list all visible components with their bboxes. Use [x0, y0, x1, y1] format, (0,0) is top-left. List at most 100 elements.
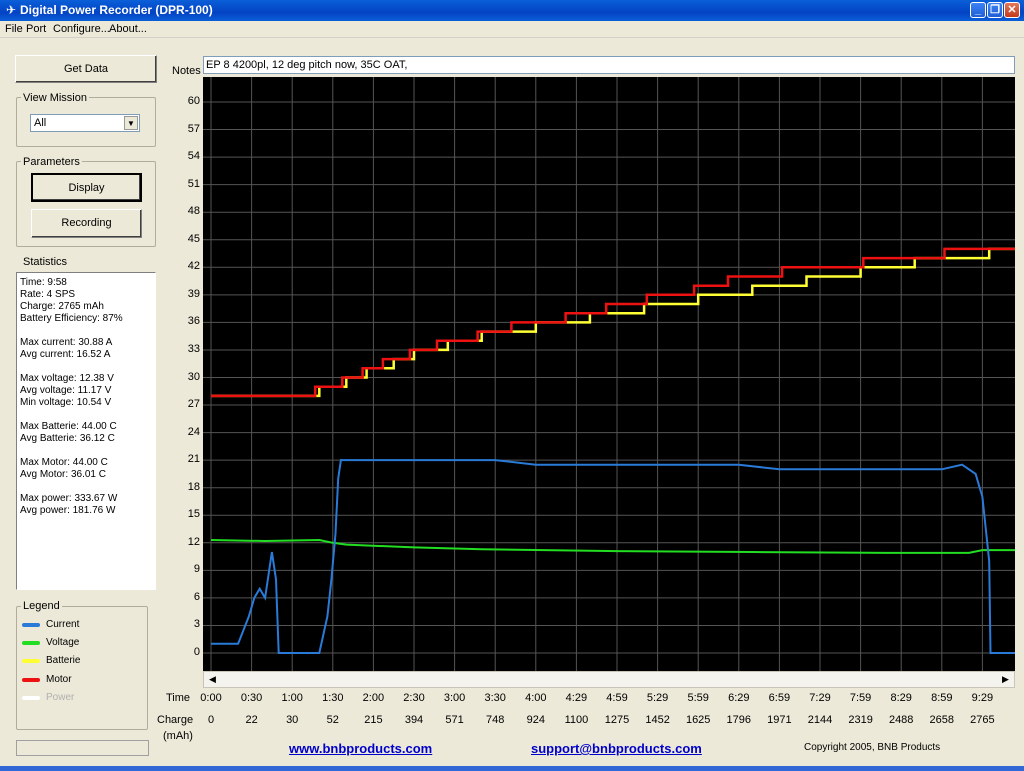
x-time-tick-label: 3:30 — [484, 692, 506, 704]
x-charge-tick-label: 22 — [245, 714, 258, 726]
notes-label: Notes — [172, 65, 201, 77]
display-button[interactable]: Display — [31, 173, 142, 202]
copyright-text: Copyright 2005, BNB Products — [804, 742, 941, 753]
stat-avg-power: Avg power: 181.76 W — [20, 505, 116, 516]
menu-file[interactable]: File — [5, 23, 23, 35]
website-link[interactable]: www.bnbproducts.com — [289, 741, 433, 756]
x-charge-tick-label: 52 — [326, 714, 339, 726]
y-tick-label: 51 — [187, 177, 200, 190]
x-time-tick-label: 4:59 — [606, 692, 628, 704]
legend-label-power: Power — [46, 692, 75, 703]
series-line-motor — [211, 247, 1015, 398]
y-tick-label: 18 — [187, 480, 200, 493]
maximize-button[interactable]: ❐ — [987, 2, 1003, 18]
x-time-tick-label: 1:00 — [281, 692, 303, 704]
y-tick-label: 27 — [187, 398, 200, 411]
menu-bar: File Port Configure... About... — [0, 21, 1024, 38]
menu-port[interactable]: Port — [26, 23, 47, 35]
x-charge-tick-label: 1452 — [645, 714, 670, 726]
time-axis-label: Time — [166, 692, 191, 704]
x-time-tick-label: 5:59 — [687, 692, 709, 704]
x-time-tick-label: 2:00 — [362, 692, 385, 704]
x-charge-tick-label: 1971 — [767, 714, 792, 726]
stat-avg-motor: Avg Motor: 36.01 C — [20, 469, 106, 480]
x-time-tick-label: 4:29 — [565, 692, 588, 704]
support-email-link[interactable]: support@bnbproducts.com — [531, 741, 702, 756]
view-mission-select[interactable]: All ▼ — [30, 114, 140, 132]
chart-plot — [203, 77, 1015, 671]
y-tick-label: 30 — [187, 370, 200, 383]
taskbar — [0, 766, 1024, 771]
x-charge-tick-label: 924 — [526, 714, 545, 726]
legend-label-current: Current — [46, 619, 80, 630]
chart-scrollbar[interactable]: ◀ ▶ — [203, 671, 1015, 688]
y-tick-label: 0 — [193, 646, 200, 658]
series-line-current — [211, 459, 1015, 654]
charge-unit-label: (mAh) — [163, 730, 193, 742]
charge-axis-label: Charge — [157, 714, 194, 726]
close-button[interactable]: ✕ — [1004, 2, 1020, 18]
scroll-left-icon[interactable]: ◀ — [209, 674, 216, 684]
notes-value: EP 8 4200pl, 12 deg pitch now, 35C OAT, — [206, 59, 408, 71]
y-tick-label: 33 — [187, 342, 200, 355]
statistics-label: Statistics — [21, 256, 70, 268]
x-time-tick-label: 3:00 — [443, 692, 466, 704]
series-line-voltage — [210, 538, 1015, 554]
y-tick-label: 6 — [193, 590, 200, 603]
legend-label-batterie: Batterie — [46, 655, 81, 666]
scroll-right-icon[interactable]: ▶ — [1002, 674, 1009, 684]
plane-icon: ✈ — [5, 3, 17, 17]
x-time-tick-label: 2:30 — [403, 692, 425, 704]
status-bar — [16, 740, 149, 756]
y-tick-label: 36 — [187, 315, 200, 328]
stat-time: Time: 9:58 — [20, 277, 67, 288]
chart-background — [203, 77, 1015, 671]
x-time-tick-label: 0:30 — [240, 692, 263, 704]
stat-max-motor: Max Motor: 44.00 C — [20, 457, 108, 468]
chevron-down-icon[interactable]: ▼ — [124, 116, 138, 130]
legend-swatch-batterie — [22, 659, 40, 663]
stat-max-voltage: Max voltage: 12.38 V — [20, 373, 114, 384]
y-tick-label: 54 — [187, 150, 200, 163]
minimize-button[interactable]: _ — [970, 2, 986, 18]
x-charge-tick-label: 215 — [364, 714, 383, 726]
x-charge-tick-label: 2144 — [807, 714, 833, 726]
x-time-tick-label: 5:29 — [646, 692, 669, 704]
stat-avg-voltage: Avg voltage: 11.17 V — [20, 385, 112, 396]
x-charge-tick-label: 2488 — [888, 714, 914, 726]
y-tick-label: 60 — [187, 95, 200, 107]
stat-avg-current: Avg current: 16.52 A — [20, 349, 111, 360]
x-time-tick-label: 9:29 — [971, 692, 994, 704]
legend-swatch-power — [22, 696, 40, 700]
x-charge-tick-label: 30 — [286, 714, 299, 726]
x-time-tick-label: 8:29 — [890, 692, 912, 704]
get-data-button[interactable]: Get Data — [15, 55, 157, 83]
stat-max-power: Max power: 333.67 W — [20, 493, 118, 504]
parameters-group — [16, 161, 156, 247]
statistics-panel: Time: 9:58 Rate: 4 SPS Charge: 2765 mAh … — [16, 272, 156, 590]
y-tick-label: 48 — [187, 205, 200, 218]
stat-avg-batterie: Avg Batterie: 36.12 C — [20, 433, 115, 444]
legend-label: Legend — [21, 600, 62, 612]
y-tick-label: 45 — [187, 232, 200, 245]
legend-label-voltage: Voltage — [46, 637, 80, 648]
menu-configure[interactable]: Configure... — [53, 23, 110, 35]
legend-swatch-current — [22, 623, 40, 627]
x-charge-tick-label: 1625 — [685, 714, 711, 726]
menu-about[interactable]: About... — [109, 23, 147, 35]
y-tick-label: 15 — [187, 508, 200, 521]
y-tick-label: 57 — [187, 122, 200, 135]
chart-series — [210, 247, 1015, 654]
y-tick-label: 9 — [193, 563, 200, 576]
notes-input[interactable]: EP 8 4200pl, 12 deg pitch now, 35C OAT, — [203, 56, 1015, 74]
view-mission-value: All — [34, 117, 47, 129]
y-tick-label: 12 — [187, 535, 200, 548]
x-charge-tick-label: 1275 — [604, 714, 630, 726]
x-charge-tick-label: 394 — [404, 714, 424, 726]
title-bar: ✈ Digital Power Recorder (DPR-100) _ ❐ ✕ — [0, 0, 1024, 21]
recording-button[interactable]: Recording — [31, 209, 142, 238]
x-charge-tick-label: 2658 — [929, 714, 955, 726]
stat-charge: Charge: 2765 mAh — [20, 301, 104, 312]
x-time-tick-label: 6:29 — [728, 692, 750, 704]
x-time-tick-label: 8:59 — [931, 692, 953, 704]
